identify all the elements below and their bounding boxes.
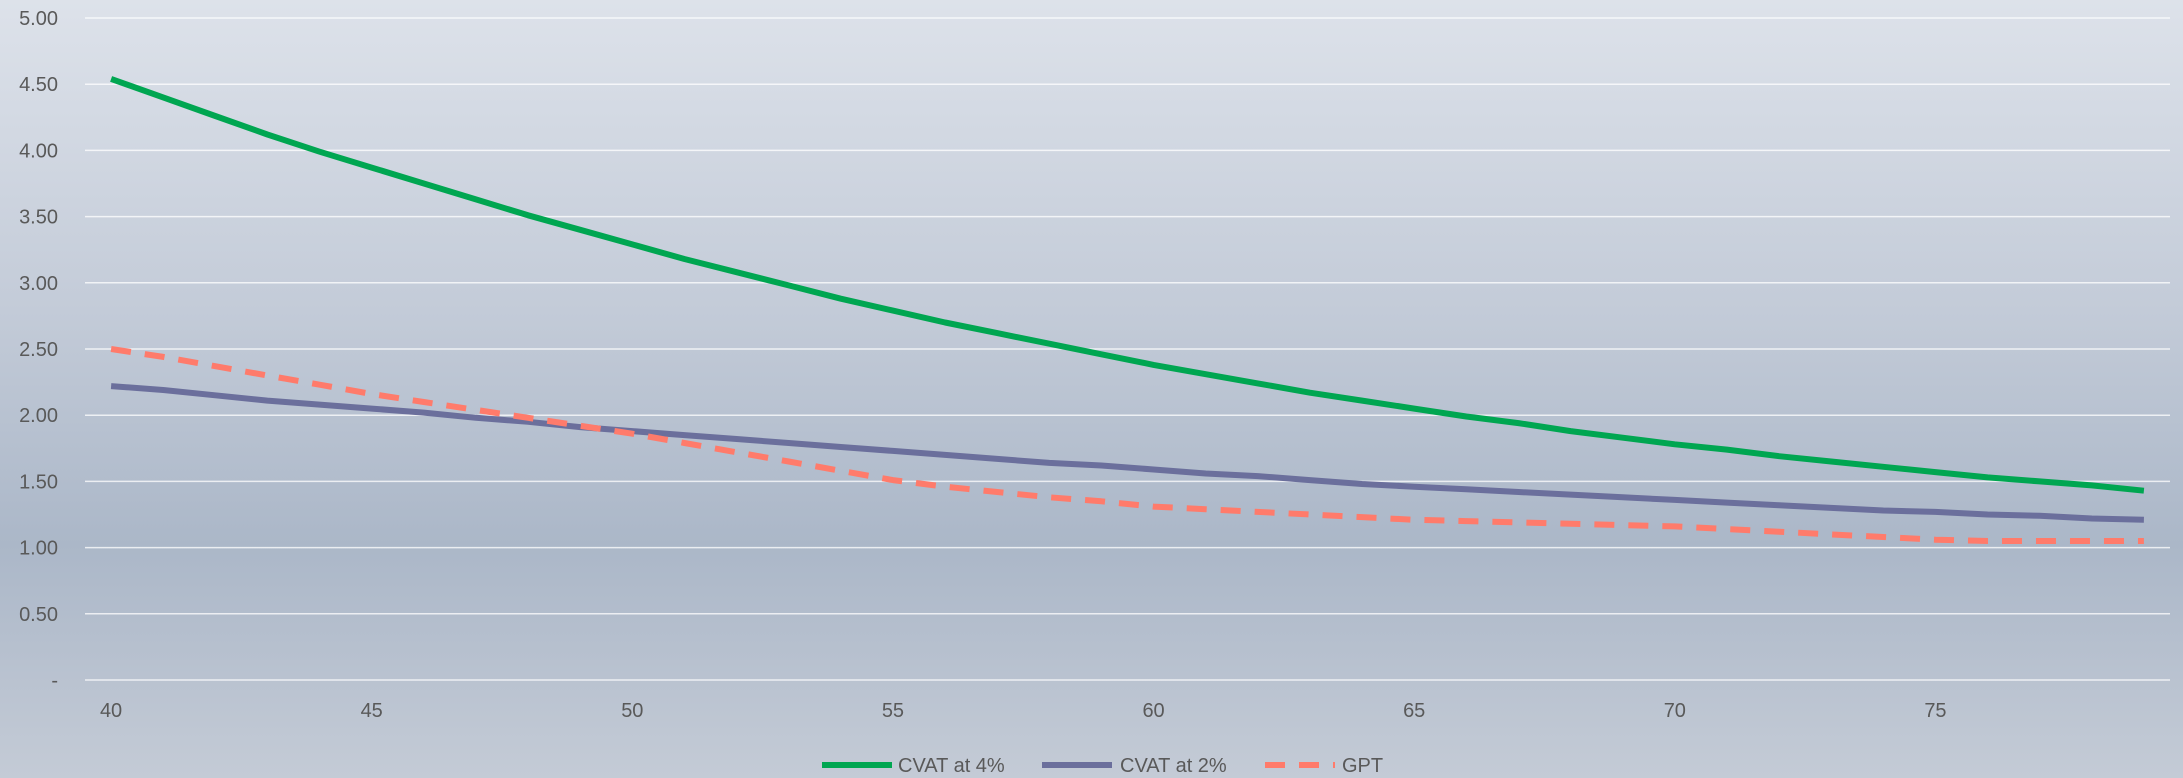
y-axis: - 0.50 1.00 1.50 2.00 2.50 3.00 3.50 4.00 4.50 5.0…	[19, 8, 58, 692]
series-line-cvat-at-4	[110, 76, 2145, 494]
y-tick-label: 1.50	[19, 471, 58, 493]
y-tick-label: 2.00	[19, 405, 58, 427]
y-tick-label: 3.00	[19, 273, 58, 295]
legend-item[interactable]: GPT	[1265, 755, 1383, 777]
x-axis: 40 45 50 55 60 65 70 75	[100, 700, 1947, 722]
legend-item[interactable]: CVAT at 2%	[1042, 755, 1227, 777]
y-tick-label: 5.00	[19, 8, 58, 30]
legend-label: CVAT at 2%	[1120, 755, 1227, 777]
x-tick-label: 60	[1142, 700, 1164, 722]
x-tick-label: 45	[361, 700, 383, 722]
x-tick-label: 40	[100, 700, 122, 722]
y-tick-label: 4.50	[19, 74, 58, 96]
y-tick-label: 0.50	[19, 604, 58, 626]
x-tick-label: 65	[1403, 700, 1425, 722]
y-tick-label: 4.00	[19, 140, 58, 162]
x-tick-label: 70	[1664, 700, 1686, 722]
gridlines	[85, 17, 2170, 681]
legend-label: CVAT at 4%	[898, 755, 1005, 777]
series-lines	[110, 76, 2145, 544]
series-line-cvat-at-2	[110, 383, 2144, 523]
x-tick-label: 75	[1924, 700, 1946, 722]
y-tick-label: 1.00	[19, 538, 58, 560]
x-tick-label: 50	[621, 700, 643, 722]
y-tick-label: 3.50	[19, 207, 58, 229]
series-line-gpt	[110, 346, 2144, 544]
legend-label: GPT	[1342, 755, 1383, 777]
y-tick-label: 2.50	[19, 339, 58, 361]
legend-item[interactable]: CVAT at 4%	[822, 755, 1005, 777]
y-tick-label: -	[51, 670, 58, 692]
legend[interactable]: CVAT at 4% CVAT at 2% GPT	[822, 755, 1383, 777]
x-tick-label: 55	[882, 700, 904, 722]
